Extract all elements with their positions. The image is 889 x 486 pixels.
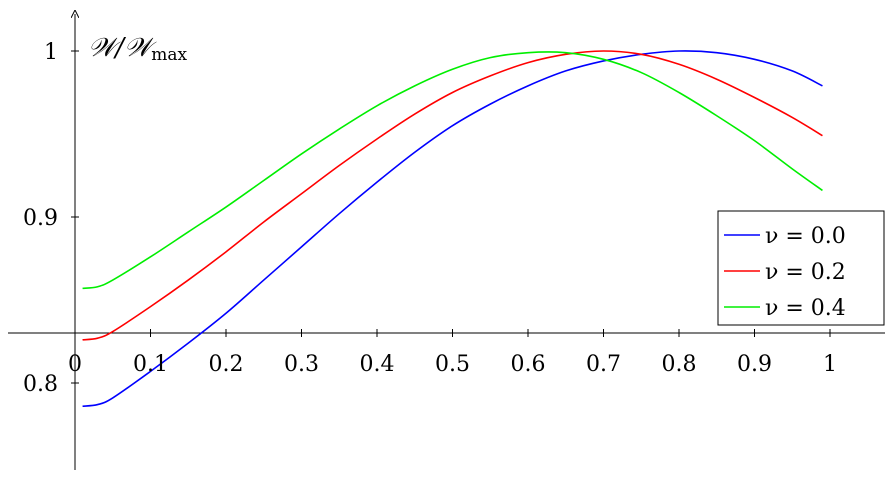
y-axis-label-subscript: max [151,45,187,65]
x-tick-label: 1 [823,352,837,377]
x-tick-label: 0.5 [435,352,470,377]
y-axis-label-main: 𝒲/𝒲 [88,33,157,63]
y-axis-label: 𝒲/𝒲max [88,33,188,65]
y-tick-label: 1 [44,40,58,65]
axes [8,14,885,470]
legend-label: ν = 0.0 [765,224,846,249]
x-tick-label: 0.2 [209,352,244,377]
legend-label: ν = 0.2 [765,260,846,285]
series-line-1 [82,50,823,341]
series-layer [82,50,823,408]
x-tick-label: 0.9 [737,352,772,377]
ticks: 0 0.1 0.2 0.3 0.4 0.5 0.6 0.7 0.8 0.9 1 0.8 0.9 1 [23,40,837,397]
x-tick-label: 0.6 [511,352,546,377]
x-tick-label: 0 [68,352,82,377]
legend: ν = 0.0 ν = 0.2 ν = 0.4 [717,210,885,326]
x-tick-label: 0.4 [360,352,395,377]
x-tick-label: 0.1 [133,352,168,377]
y-tick-label: 0.8 [23,372,58,397]
legend-box [717,210,885,326]
series-line-0 [82,50,823,408]
series-line-2 [82,51,823,290]
y-tick-label: 0.9 [23,206,58,231]
x-tick-label: 0.7 [586,352,621,377]
x-tick-label: 0.3 [284,352,319,377]
legend-label: ν = 0.4 [765,296,846,321]
x-tick-label: 0.8 [662,352,697,377]
